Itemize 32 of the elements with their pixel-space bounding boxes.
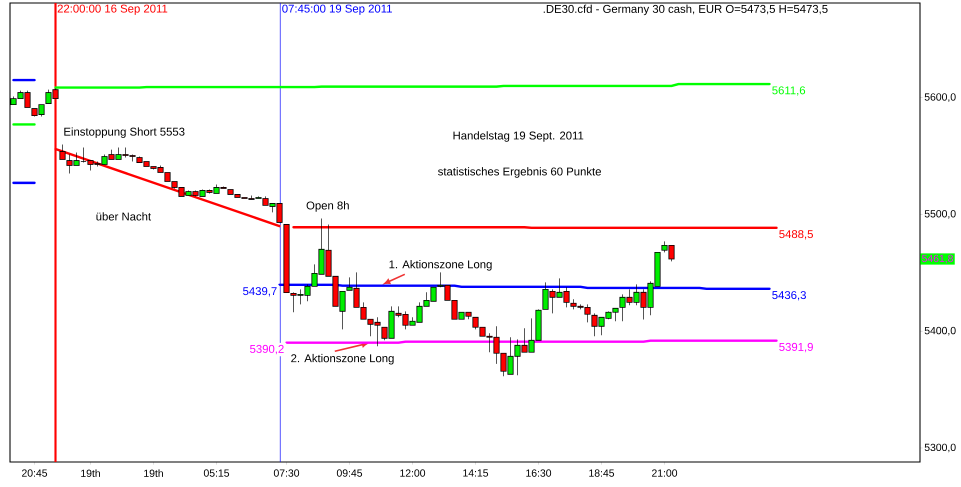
annotation: 07:45:00 19 Sep 2011 — [282, 4, 392, 15]
annotation: 2. Aktionszone Long — [291, 354, 394, 364]
x-tick-label: 14:15 — [463, 469, 488, 477]
data-label: 5390,2 — [250, 344, 284, 354]
data-label: 5488,5 — [779, 230, 813, 240]
x-tick-label: 12:00 — [400, 469, 426, 477]
x-tick-label: 20:45 — [22, 469, 48, 477]
data-label: 5436,3 — [772, 291, 806, 300]
data-label: 5391,9 — [779, 342, 813, 352]
x-tick-label: 18:45 — [589, 469, 614, 477]
y-tick-label: 5400,0 — [924, 326, 956, 336]
annotation: Open 8h — [306, 201, 349, 212]
x-tick-label: 07:30 — [274, 469, 300, 477]
text: 5461,8 — [922, 254, 953, 264]
annotation: statistisches Ergebnis 60 Punkte — [438, 167, 601, 178]
data-label: 5439,7 — [243, 287, 277, 296]
y-tick-label: 5300,0 — [924, 444, 956, 452]
annotation: Handelstag 19 Sept. 2011 — [453, 131, 584, 142]
chart-title: .DE30.cfd - Germany 30 cash, EUR O=5473,5 H=5473,5 — [544, 4, 828, 16]
x-tick-label: 19th — [144, 469, 163, 478]
x-tick-label: 16:30 — [526, 469, 552, 477]
x-tick-label: 05:15 — [204, 469, 230, 477]
annotation: 22:00:00 16 Sep 2011 — [58, 4, 168, 15]
annotation: über Nacht — [96, 212, 152, 221]
data-label: 5611,6 — [772, 86, 806, 96]
annotation: Einstoppung Short 5553 — [64, 127, 184, 138]
y-tick-label: 5500,0 — [924, 210, 956, 219]
x-tick-label: 19th — [81, 469, 100, 478]
x-tick-label: 21:00 — [652, 469, 678, 477]
x-tick-label: 09:45 — [336, 469, 362, 477]
annotation: 1. Aktionszone Long — [389, 260, 492, 271]
y-tick-label: 5600,0 — [924, 93, 956, 102]
